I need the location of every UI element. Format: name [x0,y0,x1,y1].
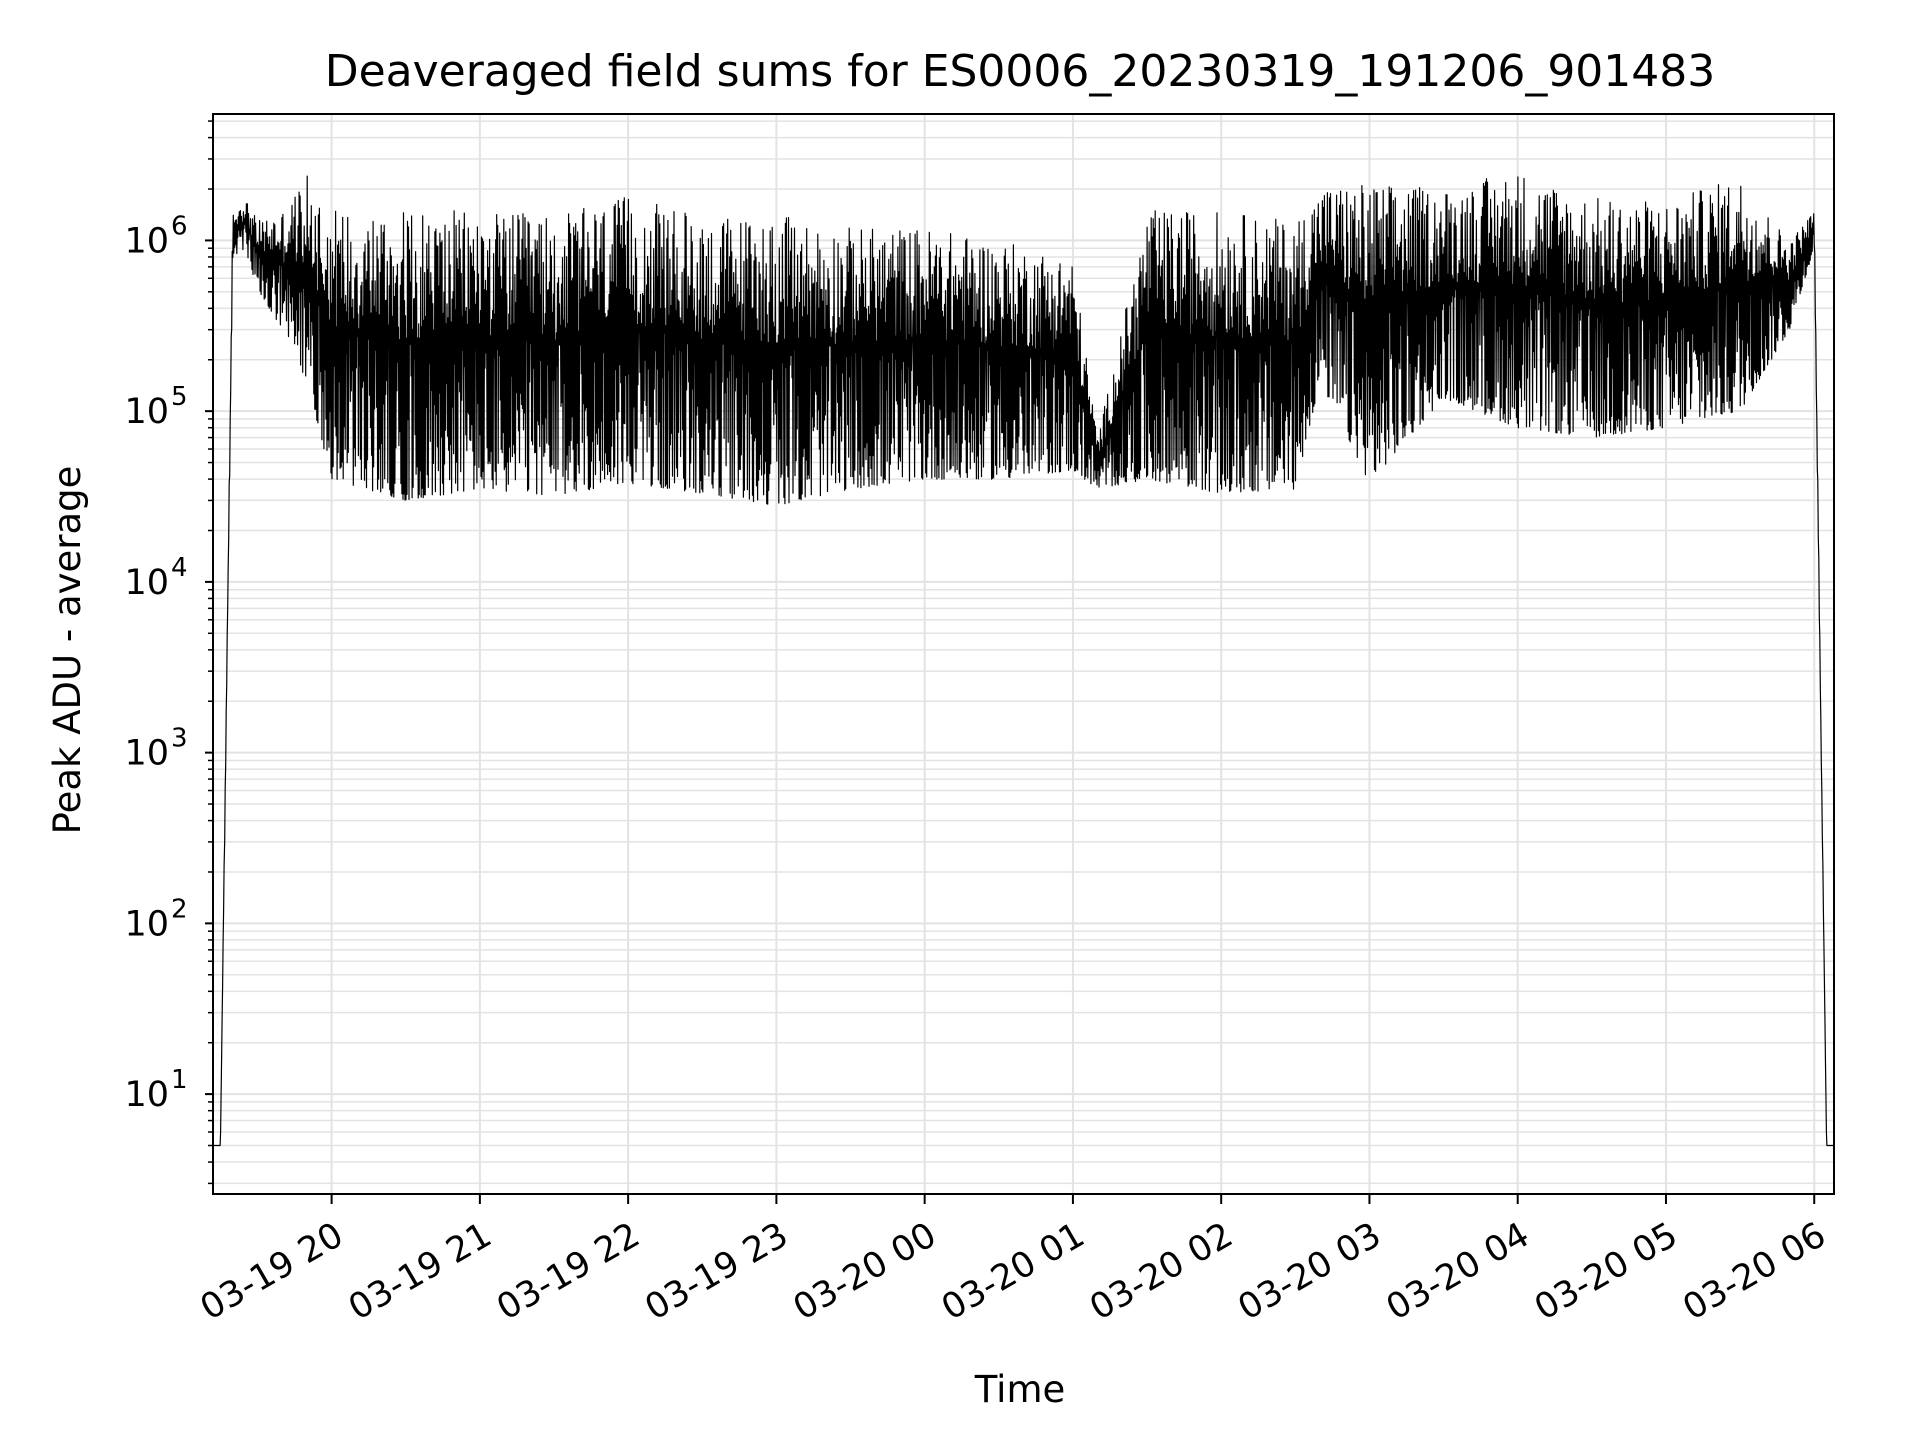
y-tick-label: 10 [124,1075,169,1115]
chart-title: Deaveraged field sums for ES0006_2023031… [325,46,1716,97]
y-axis-label: Peak ADU - average [46,466,89,835]
y-tick-label: 10 [124,563,169,603]
y-tick-label: 10 [124,392,169,432]
series-layer [212,175,1835,1147]
y-tick-label: 10 [124,221,169,261]
y-tick-exponent: 1 [171,1065,188,1095]
series-line [212,175,1835,1147]
y-tick-exponent: 3 [171,724,188,754]
plot-frame [212,113,1835,1195]
y-tick-exponent: 6 [171,211,188,241]
y-tick-exponent: 2 [171,894,188,924]
y-tick-exponent: 5 [171,382,188,412]
x-axis-label: Time [974,1368,1066,1411]
y-tick-exponent: 4 [171,553,188,583]
y-tick-label: 10 [124,904,169,944]
y-tick-label: 10 [124,734,169,774]
